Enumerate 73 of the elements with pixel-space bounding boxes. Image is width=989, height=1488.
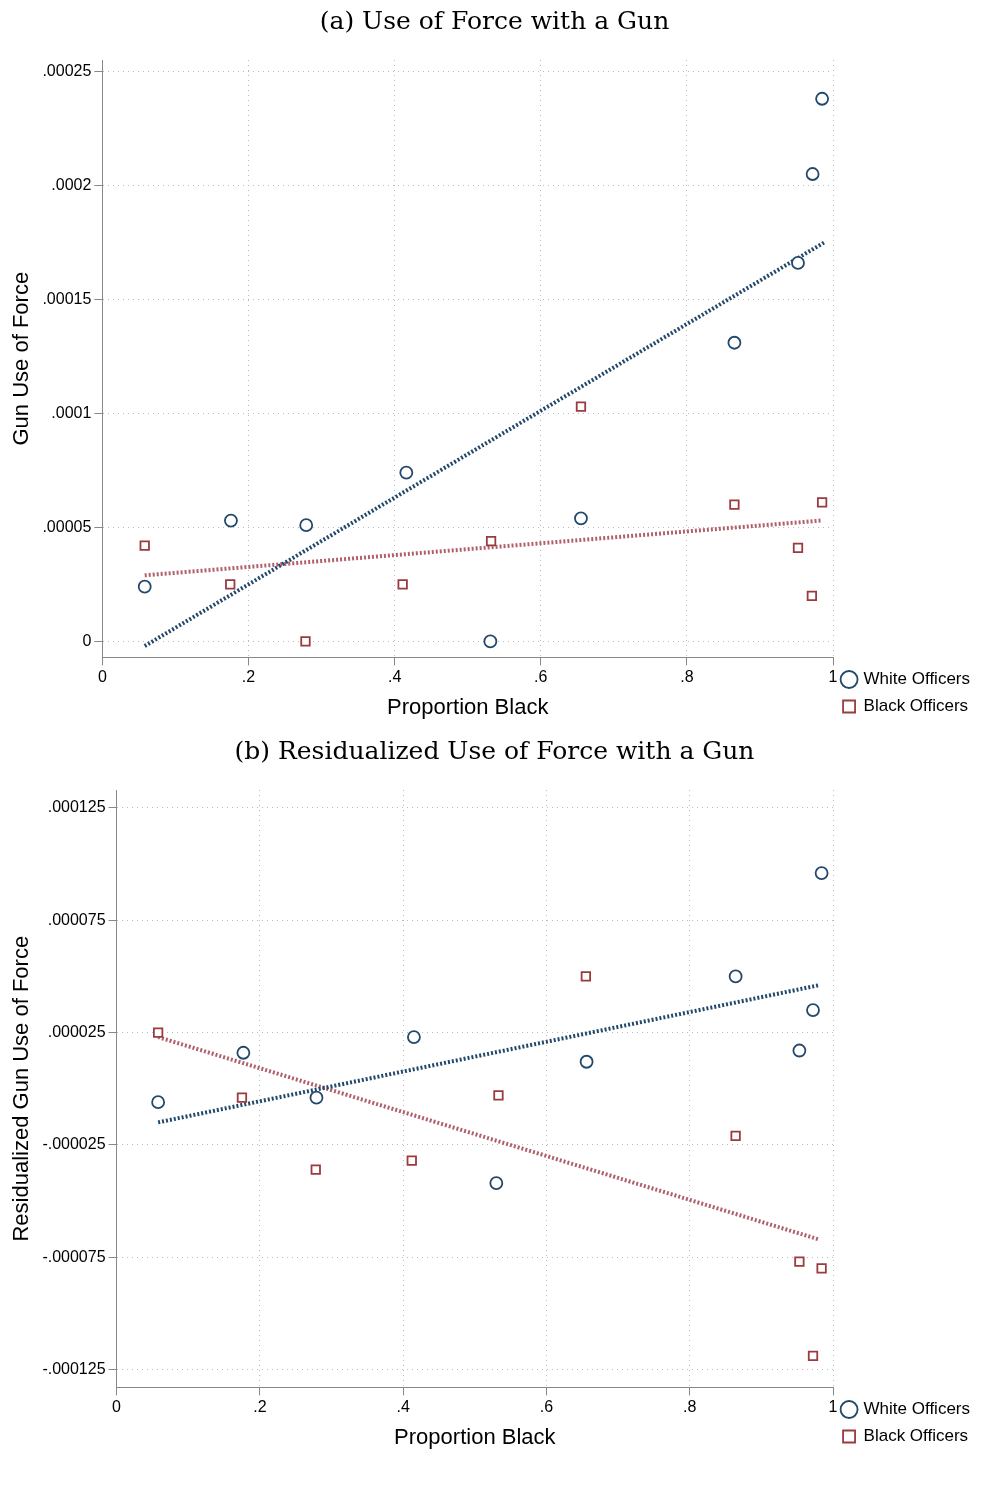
x-tick-label: .4 [396,1398,410,1416]
y-tick-label: .00015 [42,289,92,307]
point [406,1155,417,1166]
point [791,256,805,270]
point [792,1043,807,1058]
point [816,1263,827,1274]
point [139,540,150,551]
y-axis-title: Gun Use of Force [8,271,34,446]
legend-label: Black Officers [863,1426,969,1446]
point [152,1027,164,1038]
legend-label: White Officers [863,1399,970,1419]
x-tick-label: 1 [828,668,838,686]
point [397,579,408,590]
x-tick-label: 1 [828,1398,838,1416]
point [729,499,740,510]
point [805,167,820,181]
point [399,465,414,480]
point [792,542,804,554]
point [236,1045,251,1060]
point [807,1350,819,1362]
y-tick-label: -.000125 [42,1359,106,1377]
legend-label: White Officers [863,669,970,689]
y-tick-label: .00025 [42,61,92,79]
x-tick-label: .2 [253,1398,267,1416]
point [806,590,818,601]
point [806,1003,820,1017]
legend-label: Black Officers [863,696,969,716]
y-tick-label: 0 [82,631,92,649]
point [225,579,236,590]
point [493,1090,504,1101]
y-tick-label: .0001 [51,403,92,421]
y-tick-label: -.000075 [42,1247,106,1265]
x-tick-label: 0 [112,1398,122,1416]
point [794,1256,805,1267]
point [580,971,592,982]
point [575,401,587,412]
y-tick-label: .000125 [47,798,106,816]
point [489,1176,504,1190]
point [728,969,743,984]
point [727,335,742,350]
point [815,91,830,106]
x-tick-label: .8 [683,1398,697,1416]
point [309,1090,324,1105]
point [137,579,152,594]
point [299,518,314,533]
x-tick-label: .6 [539,1398,554,1416]
y-tick-label: .0002 [51,175,92,193]
x-tick-label: .8 [680,668,694,686]
point [485,535,497,547]
point [814,866,829,880]
point [816,497,828,508]
chart-title: (b) Residualized Use of Force with a Gun [233,735,756,767]
x-tick-label: .4 [387,668,402,686]
chart-title: (a) Use of Force with a Gun [318,5,671,37]
y-tick-label: .00005 [42,517,92,535]
x-tick-label: .2 [241,668,256,686]
point [574,511,588,526]
x-axis-title: Proportion Black [394,1423,557,1449]
point [730,1130,741,1142]
point [407,1030,421,1044]
y-tick-label: -.000025 [42,1135,106,1153]
y-axis-title: Residualized Gun Use of Force [8,935,34,1242]
point [236,1092,248,1103]
y-tick-label: .000025 [47,1022,106,1040]
point [310,1164,321,1175]
x-tick-label: .6 [534,668,548,686]
point [224,513,238,528]
point [483,634,498,649]
y-tick-label: .000075 [47,910,106,928]
point [300,636,311,647]
point [151,1095,166,1110]
point [579,1054,594,1069]
x-axis-title: Proportion Black [386,693,550,719]
